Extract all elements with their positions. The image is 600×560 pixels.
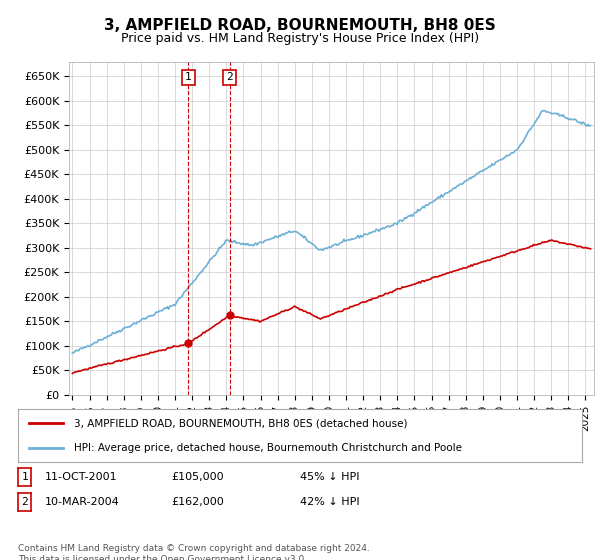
- Text: 45% ↓ HPI: 45% ↓ HPI: [300, 472, 359, 482]
- Text: 11-OCT-2001: 11-OCT-2001: [45, 472, 118, 482]
- Text: 10-MAR-2004: 10-MAR-2004: [45, 497, 120, 507]
- Text: £105,000: £105,000: [171, 472, 224, 482]
- Text: Price paid vs. HM Land Registry's House Price Index (HPI): Price paid vs. HM Land Registry's House …: [121, 32, 479, 45]
- Text: 1: 1: [185, 72, 192, 82]
- Text: Contains HM Land Registry data © Crown copyright and database right 2024.
This d: Contains HM Land Registry data © Crown c…: [18, 544, 370, 560]
- Text: £162,000: £162,000: [171, 497, 224, 507]
- Text: HPI: Average price, detached house, Bournemouth Christchurch and Poole: HPI: Average price, detached house, Bour…: [74, 442, 463, 452]
- Text: 42% ↓ HPI: 42% ↓ HPI: [300, 497, 359, 507]
- Text: 2: 2: [21, 497, 28, 507]
- Text: 2: 2: [226, 72, 233, 82]
- Text: 3, AMPFIELD ROAD, BOURNEMOUTH, BH8 0ES (detached house): 3, AMPFIELD ROAD, BOURNEMOUTH, BH8 0ES (…: [74, 418, 408, 428]
- Text: 3, AMPFIELD ROAD, BOURNEMOUTH, BH8 0ES: 3, AMPFIELD ROAD, BOURNEMOUTH, BH8 0ES: [104, 18, 496, 33]
- Text: 1: 1: [21, 472, 28, 482]
